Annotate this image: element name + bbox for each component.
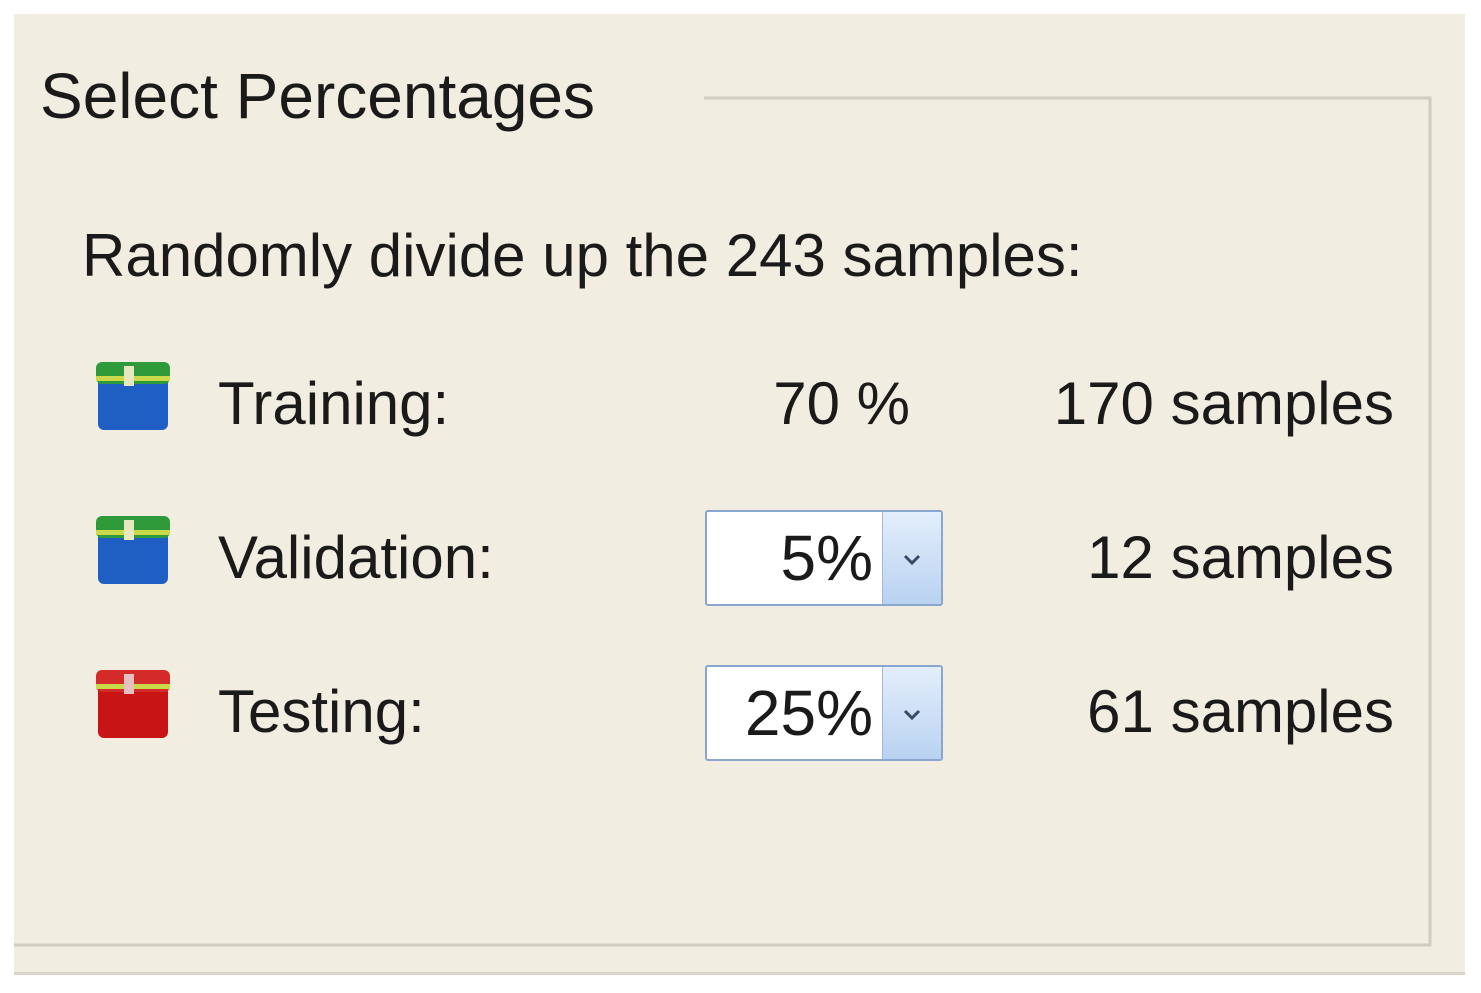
sample-count: 12 samples [1087,524,1394,591]
dropdown-arrow [903,709,921,721]
row-label: Validation: [218,524,494,591]
group-border [14,96,1432,947]
percent-dropdown[interactable]: 25% [705,665,943,761]
dropdown-button[interactable] [882,512,941,604]
dropdown-value: 5% [780,522,874,594]
description: Randomly divide up the 243 samples: [82,222,1083,289]
percent-dropdown[interactable]: 5% [705,510,943,606]
testing-icon [96,670,170,738]
dropdown-arrow [903,554,921,566]
training-icon [96,362,170,430]
row-label: Testing: [218,678,425,745]
validation-icon [96,516,170,584]
dropdown-button[interactable] [882,667,941,759]
sample-count: 170 samples [1053,370,1394,437]
dropdown-value: 25% [744,677,873,749]
row-label: Training: [218,370,450,437]
group-panel: Select Percentages Randomly divide up th… [14,14,1465,975]
percent-text: 70 % [773,370,910,437]
group-title: Select Percentages [40,58,611,134]
sample-count: 61 samples [1087,678,1394,745]
